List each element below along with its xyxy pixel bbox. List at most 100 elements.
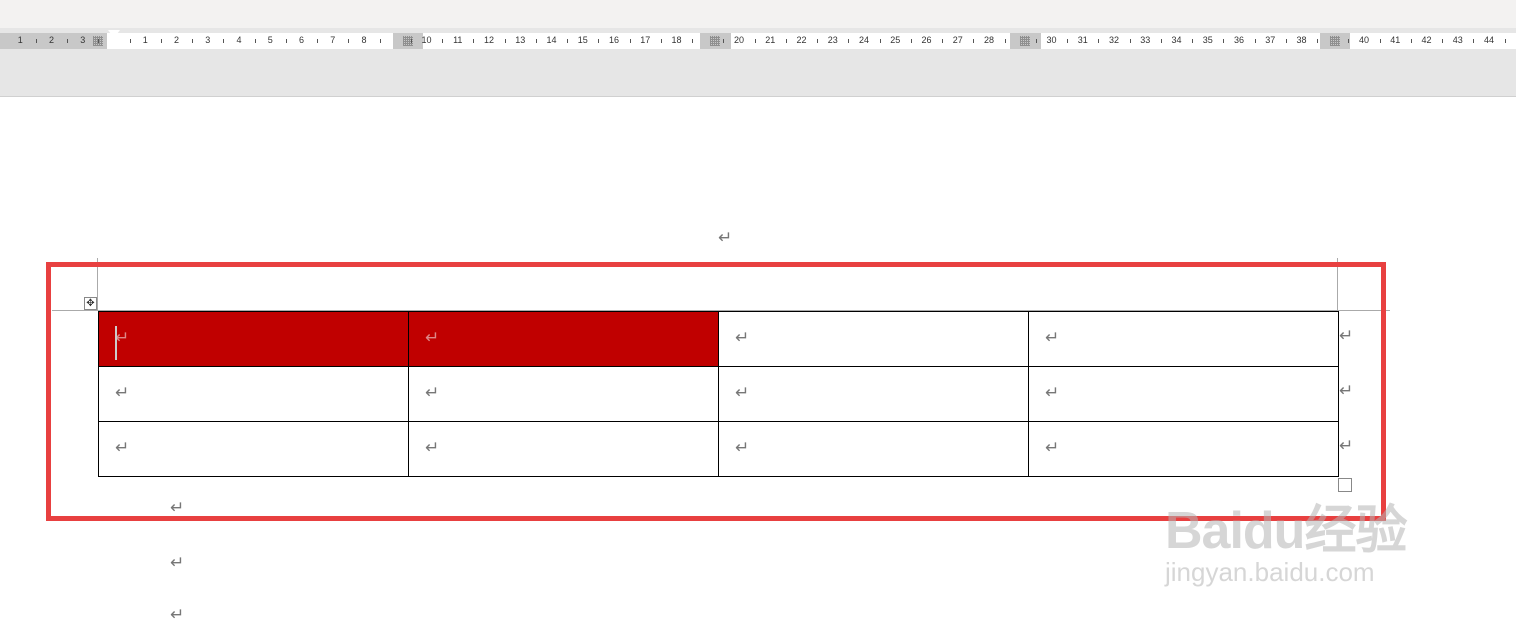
ruler-tick	[785, 39, 787, 43]
ruler-number: 18	[671, 35, 682, 45]
cell-end-mark: ↵	[735, 328, 750, 347]
ruler-tick	[1004, 39, 1006, 43]
ruler-tick	[1160, 39, 1162, 43]
cell-end-mark: ↵	[115, 383, 130, 402]
ruler-tick	[285, 39, 287, 43]
ruler-tick	[379, 39, 381, 43]
ruler-tick	[848, 39, 850, 43]
ruler-tick	[942, 39, 944, 43]
cell-end-mark: ↵	[115, 328, 130, 347]
table-move-handle-icon[interactable]: ✥	[84, 297, 97, 310]
column-marker-icon	[403, 36, 413, 46]
ruler-number: 21	[765, 35, 776, 45]
ruler-tick	[410, 39, 412, 43]
ruler-number: 22	[796, 35, 807, 45]
ruler-tick	[442, 39, 444, 43]
text-cursor	[115, 326, 117, 360]
ruler-tick	[1317, 39, 1319, 43]
ruler-tick	[98, 39, 100, 43]
ruler-number: 42	[1421, 35, 1432, 45]
ruler-number: 27	[952, 35, 963, 45]
ruler-number: 30	[1046, 35, 1057, 45]
ruler-number: 4	[236, 35, 242, 45]
ruler-tick	[1504, 39, 1506, 43]
table-cell[interactable]: ↵	[98, 421, 409, 477]
table-cell[interactable]: ↵	[1028, 421, 1339, 477]
paragraph-mark: ↵	[718, 228, 733, 247]
paragraph-mark: ↵	[170, 605, 185, 624]
watermark-logo: Baidu经验	[1165, 502, 1407, 560]
table-row: ↵ ↵ ↵ ↵	[98, 311, 1339, 367]
table-cell[interactable]: ↵	[1028, 366, 1339, 422]
table-row: ↵ ↵ ↵ ↵	[98, 366, 1339, 422]
cell-end-mark: ↵	[425, 438, 440, 457]
first-line-indent-marker	[108, 30, 120, 38]
title-bar	[0, 0, 1516, 28]
ruler-number: 40	[1358, 35, 1370, 45]
ruler-number: 2	[173, 35, 180, 45]
watermark: Baidu经验 jingyan.baidu.com	[1165, 488, 1407, 588]
ruler-tick	[567, 39, 569, 43]
cell-end-mark: ↵	[735, 438, 750, 457]
ruler-tick	[348, 39, 350, 43]
ruler-tick	[35, 39, 37, 43]
ruler-tick	[1254, 39, 1256, 43]
ruler-number: 8	[361, 35, 367, 45]
ruler-number: 23	[827, 35, 838, 45]
cell-end-mark: ↵	[1045, 383, 1060, 402]
ruler-tick	[504, 39, 506, 43]
ruler-number: 15	[577, 35, 588, 45]
table-guide	[52, 310, 1390, 311]
table-cell[interactable]: ↵	[408, 421, 719, 477]
ruler-tick	[1098, 39, 1100, 43]
ruler-tick	[535, 39, 537, 43]
ruler-number: 32	[1108, 35, 1120, 45]
ruler-number: 24	[858, 35, 870, 45]
ruler-number: 3	[80, 35, 86, 45]
ruler-number: 2	[48, 35, 55, 45]
horizontal-ruler[interactable]: 3 2 1 1 2 3 4 5 6 7 8 10 11 12 13 14 15 16 17 18 20 21 22 23 24 2…	[0, 30, 1516, 49]
table-guide	[1337, 258, 1338, 311]
table-resize-handle[interactable]	[1338, 478, 1352, 492]
ruler-tick	[1192, 39, 1194, 43]
table-cell[interactable]: ↵	[98, 311, 409, 367]
ruler-number: 16	[608, 35, 620, 45]
watermark-url: jingyan.baidu.com	[1165, 557, 1375, 587]
ruler-number: 35	[1202, 35, 1213, 45]
cell-end-mark: ↵	[1045, 438, 1060, 457]
row-end-mark: ↵	[1339, 326, 1354, 345]
ruler-tick	[473, 39, 475, 43]
ruler-tick	[254, 39, 256, 43]
ruler-tick	[129, 39, 131, 43]
ruler-tick	[1473, 39, 1475, 43]
table-cell[interactable]: ↵	[718, 311, 1029, 367]
ruler-tick	[629, 39, 631, 43]
ruler-margin	[0, 33, 107, 49]
ruler-number: 12	[483, 35, 495, 45]
ruler-number: 20	[733, 35, 745, 45]
table-cell[interactable]: ↵	[408, 311, 719, 367]
table-row: ↵ ↵ ↵ ↵	[98, 421, 1339, 477]
ruler-tick	[973, 39, 975, 43]
cell-end-mark: ↵	[115, 438, 130, 457]
ruler-tick	[1410, 39, 1412, 43]
column-marker-icon	[1330, 36, 1340, 46]
ruler-tick	[660, 39, 662, 43]
ruler-number: 36	[1233, 35, 1245, 45]
row-end-mark: ↵	[1339, 381, 1354, 400]
row-end-mark: ↵	[1339, 436, 1354, 455]
table-guide	[97, 258, 98, 311]
ruler-number: 37	[1265, 35, 1276, 45]
column-marker-icon	[1020, 36, 1030, 46]
ruler-tick	[1129, 39, 1131, 43]
ruler-number: 7	[330, 35, 336, 45]
ruler-tick	[317, 39, 319, 43]
column-marker-icon	[93, 36, 103, 46]
document-table[interactable]: ↵ ↵ ↵ ↵ ↵ ↵ ↵ ↵ ↵ ↵ ↵ ↵	[98, 311, 1339, 477]
ruler-tick	[192, 39, 194, 43]
ruler-number: 44	[1483, 35, 1495, 45]
table-cell[interactable]: ↵	[1028, 311, 1339, 367]
ruler-tick	[723, 39, 725, 43]
ruler-tick	[223, 39, 225, 43]
cell-end-mark: ↵	[425, 328, 440, 347]
